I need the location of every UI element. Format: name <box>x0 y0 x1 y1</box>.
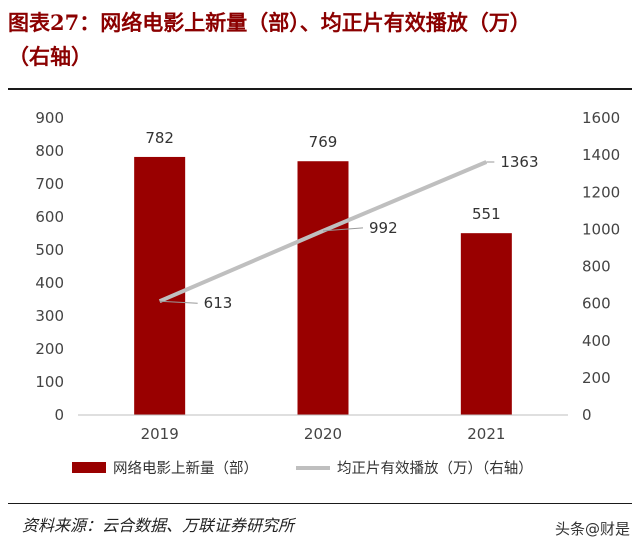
y-left-tick-label: 500 <box>35 241 64 259</box>
line-data-label: 613 <box>204 294 233 312</box>
y-right-tick-label: 1000 <box>582 220 620 238</box>
bar <box>460 233 512 415</box>
y-right-tick-label: 1600 <box>582 109 620 127</box>
combo-chart: 0 100 200 300 400 500 600 700 800 900 0 200 400 600 80… <box>35 109 620 477</box>
y-left-tick-label: 600 <box>35 208 64 226</box>
y-left-tick-label: 200 <box>35 340 64 358</box>
legend-swatch-bar <box>72 462 106 473</box>
y-right-tick-label: 1200 <box>582 183 620 201</box>
y-left-tick-label: 100 <box>35 373 64 391</box>
legend-label-bar: 网络电影上新量（部） <box>113 460 258 477</box>
y-left-tick-label: 300 <box>35 307 64 325</box>
source-note: 资料来源：云合数据、万联证券研究所 <box>22 516 295 535</box>
line-leader <box>322 227 364 232</box>
bar-data-label: 769 <box>309 133 338 151</box>
line-data-label: 992 <box>369 219 398 237</box>
x-tick-label: 2020 <box>304 425 342 443</box>
chart-title-line2: （右轴） <box>8 44 92 69</box>
bar-data-label: 782 <box>145 129 174 147</box>
y-left-tick-label: 700 <box>35 175 64 193</box>
chart-title-line1: 图表27：网络电影上新量（部）、均正片有效播放（万） <box>8 10 531 35</box>
y-right-tick-label: 1400 <box>582 146 620 164</box>
source-divider <box>8 503 632 504</box>
bar-data-label: 551 <box>472 205 501 223</box>
title-divider <box>8 88 632 90</box>
bar <box>297 161 349 415</box>
y-left-tick-label: 800 <box>35 142 64 160</box>
chart-title: 图表27：网络电影上新量（部）、均正片有效播放（万） （右轴） <box>8 6 632 74</box>
line-data-label: 1363 <box>500 153 538 171</box>
y-right-tick-label: 200 <box>582 369 611 387</box>
line-leader <box>159 300 198 304</box>
y-right-tick-label: 800 <box>582 258 611 276</box>
y-left-tick-label: 900 <box>35 109 64 127</box>
bar <box>134 156 186 415</box>
y-right-tick-label: 0 <box>582 406 592 424</box>
x-tick-label: 2021 <box>467 425 505 443</box>
y-right-tick-label: 400 <box>582 332 611 350</box>
x-tick-label: 2019 <box>141 425 179 443</box>
y-left-tick-label: 0 <box>54 406 64 424</box>
y-left-tick-label: 400 <box>35 274 64 292</box>
watermark: 头条@财是 <box>554 520 630 538</box>
y-right-tick-label: 600 <box>582 295 611 313</box>
legend-label-line: 均正片有效播放（万）（右轴） <box>337 460 533 477</box>
